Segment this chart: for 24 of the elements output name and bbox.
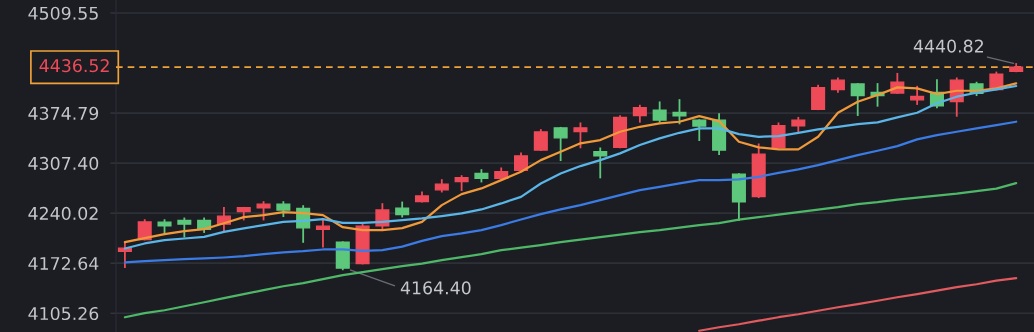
candlestick	[672, 99, 687, 125]
line-series	[123, 120, 1018, 264]
line-series	[698, 277, 1018, 332]
candlestick	[593, 147, 608, 179]
candlestick	[652, 101, 667, 123]
candlestick	[553, 126, 568, 162]
y-tick-label: 4172.64	[28, 256, 99, 271]
ref-line-label: 4436.52	[39, 59, 109, 73]
annotation: 4164.40	[400, 281, 471, 295]
candlestick	[771, 122, 786, 149]
annotation: 4440.82	[913, 39, 983, 53]
candlestick	[315, 219, 331, 248]
y-tick-label: 4509.55	[28, 6, 98, 20]
y-tick-label: 4307.40	[28, 156, 99, 170]
y-tick-label: 4240.02	[28, 206, 98, 220]
candlestick	[177, 217, 192, 238]
candlestick	[533, 129, 548, 152]
candlestick	[850, 83, 865, 116]
y-tick-label: 4105.26	[28, 306, 99, 321]
candlestick	[811, 84, 826, 111]
candlestick	[692, 119, 707, 141]
candlestick	[573, 122, 588, 149]
line-series	[123, 181, 1018, 319]
y-tick-label: 4374.79	[28, 106, 99, 120]
